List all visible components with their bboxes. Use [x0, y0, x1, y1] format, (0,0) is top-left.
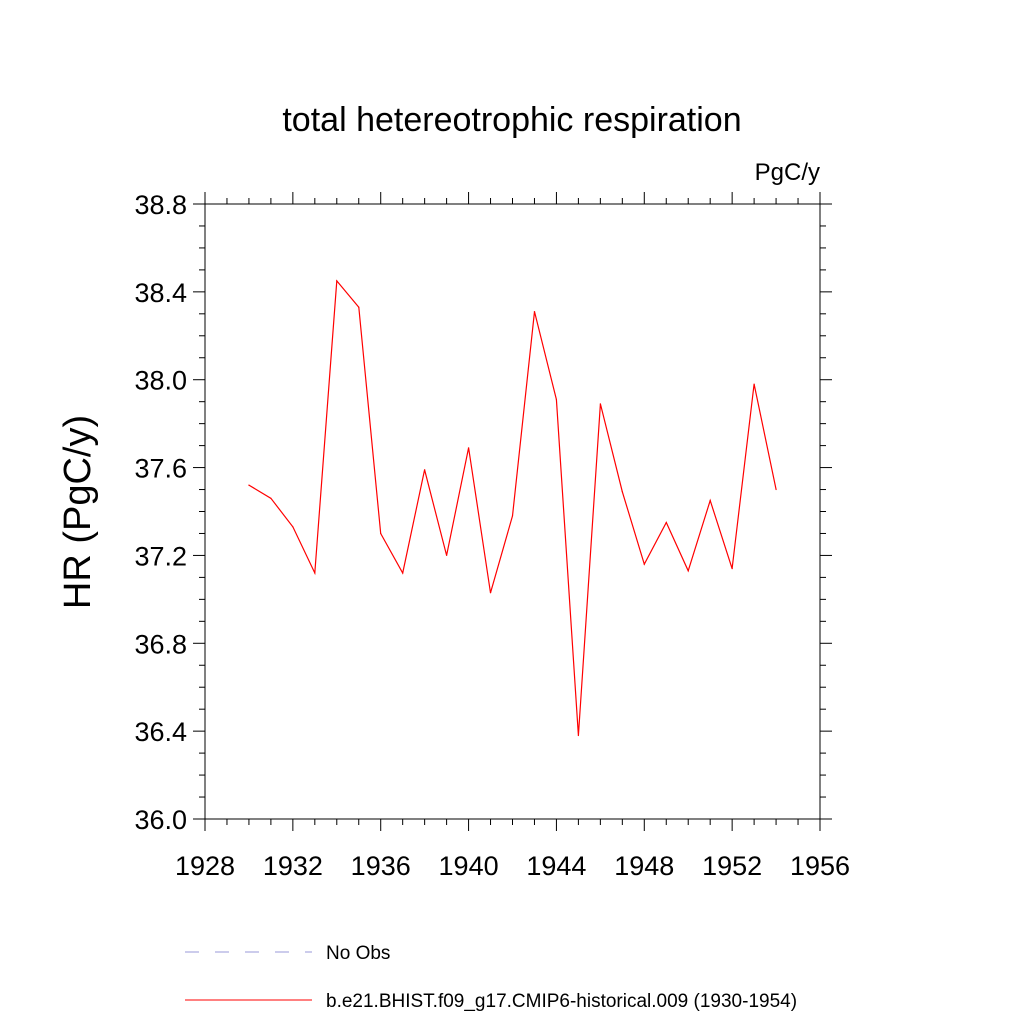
legend-label: No Obs [326, 943, 390, 964]
data-point [314, 572, 316, 574]
data-point [533, 311, 536, 313]
data-point [643, 563, 645, 565]
x-tick-label: 1956 [790, 851, 850, 881]
data-point [358, 306, 360, 308]
data-point [292, 526, 294, 528]
x-tick-label: 1944 [526, 851, 586, 881]
y-axis-label: HR (PgC/y) [57, 415, 99, 609]
legend-label: b.e21.BHIST.f09_g17.CMIP6-historical.009… [326, 991, 797, 1012]
x-tick-label: 1952 [702, 851, 762, 881]
series-line [248, 279, 777, 736]
x-tick-label: 1948 [614, 851, 674, 881]
y-tick-label: 36.8 [134, 629, 187, 659]
x-tick-label: 1932 [263, 851, 323, 881]
data-point [336, 280, 338, 282]
data-point [402, 572, 404, 574]
y-tick-label: 36.4 [134, 717, 187, 747]
y-tick-label: 38.4 [134, 278, 187, 308]
y-tick-label: 38.0 [134, 366, 187, 396]
data-point [446, 554, 448, 557]
units-label: PgC/y [755, 159, 820, 186]
data-point [709, 499, 711, 502]
data-point [424, 469, 426, 471]
data-point [489, 592, 492, 594]
chart-title: total hetereotrophic respiration [282, 101, 741, 139]
x-tick-label: 1940 [439, 851, 499, 881]
data-point [270, 497, 272, 499]
data-point [665, 521, 667, 524]
series-layer [248, 279, 777, 737]
data-point [599, 403, 601, 405]
data-point [555, 398, 558, 401]
data-point [467, 447, 470, 449]
legend: No Obs b.e21.BHIST.f09_g17.CMIP6-historic… [185, 943, 797, 1012]
data-point [380, 532, 382, 535]
data-point [621, 491, 623, 493]
y-tick-label: 38.8 [134, 190, 187, 220]
data-point [775, 488, 777, 491]
data-point [577, 734, 579, 737]
data-point [687, 570, 689, 572]
data-point [753, 383, 755, 385]
data-point [511, 515, 514, 517]
x-tick-label: 1936 [351, 851, 411, 881]
data-point [731, 568, 733, 570]
data-point [248, 484, 250, 486]
y-tick-label: 37.2 [134, 541, 187, 571]
y-tick-label: 36.0 [134, 805, 187, 835]
x-tick-label: 1928 [175, 851, 235, 881]
y-tick-label: 37.6 [134, 454, 187, 484]
axis-ticks: 1928 1932 1936 1940 1944 1948 1952 1956 36.0 36.4… [134, 190, 850, 881]
